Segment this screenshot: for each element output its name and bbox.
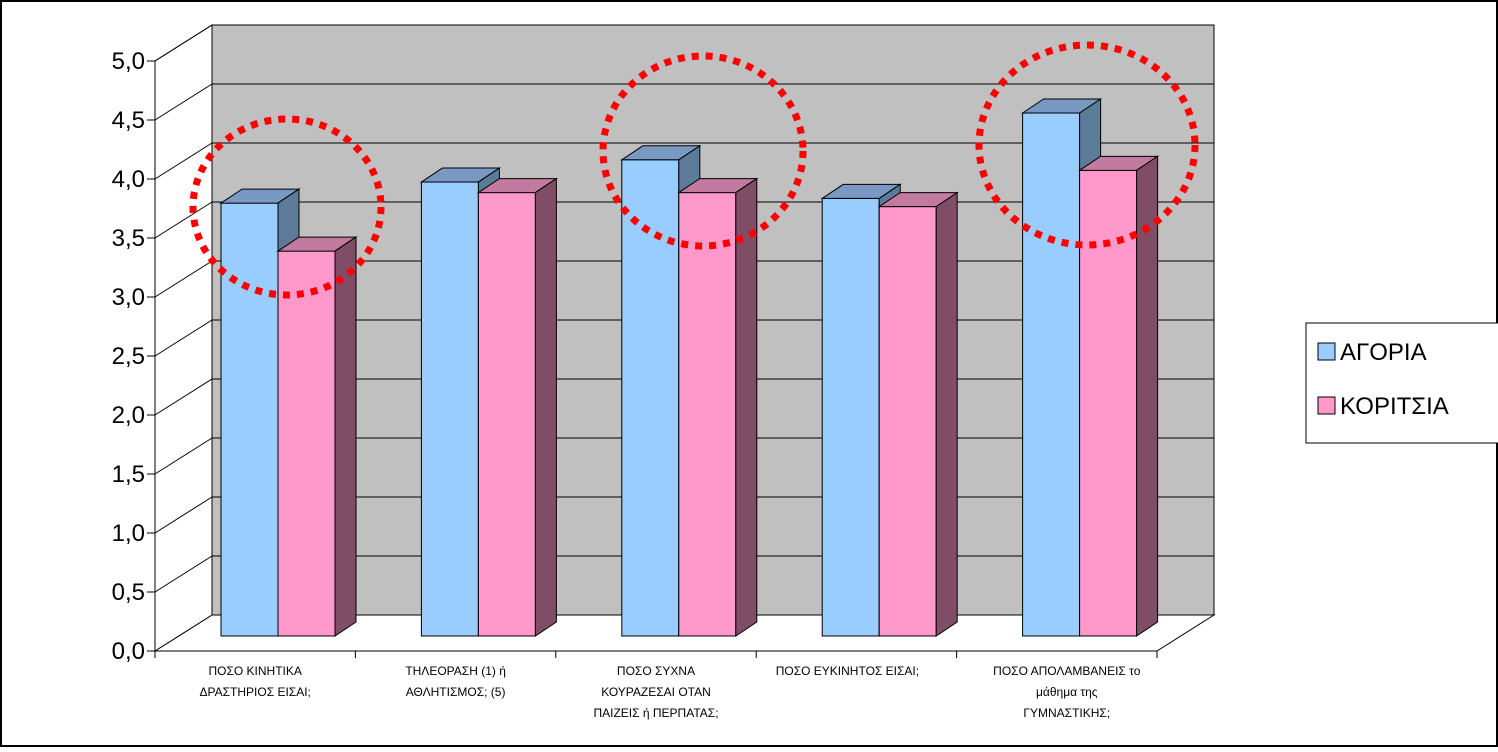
y-tick-label: 3,0 <box>112 284 145 311</box>
bar-side <box>334 236 357 637</box>
y-tick-label: 2,0 <box>112 402 145 429</box>
legend-swatch <box>1317 396 1336 415</box>
gridline-side <box>154 437 213 475</box>
y-tick-label: 4,5 <box>112 107 145 134</box>
gridline-side <box>154 83 213 121</box>
bar-front <box>420 181 479 637</box>
gridline-side <box>154 24 213 62</box>
highlight-circle <box>189 115 385 299</box>
x-category-label: ΔΡΑΣΤΗΡΙΟΣ ΕΙΣΑΙ; <box>199 685 310 699</box>
bar-ΚΟΡΙΤΣΙΑ-0 <box>276 236 358 637</box>
x-category-label: ΤΗΛΕΟΡΑΣΗ (1) ή <box>405 664 506 678</box>
legend-label: ΑΓΟΡΙΑ <box>1340 339 1427 366</box>
legend-box <box>1305 322 1498 444</box>
bar-front <box>1022 112 1081 637</box>
gridline-side <box>154 378 213 416</box>
bar-side <box>1136 155 1159 637</box>
x-category-label: ΠΟΣΟ ΕΥΚΙΝΗΤΟΣ ΕΙΣΑΙ; <box>776 664 919 678</box>
highlight-circle <box>599 52 807 250</box>
legend: ΑΓΟΡΙΑ ΚΟΡΙΤΣΙΑ <box>1305 322 1498 444</box>
bar-ΚΟΡΙΤΣΙΑ-3 <box>877 191 959 637</box>
gridline-side <box>154 260 213 298</box>
x-category-label: ΚΟΥΡΑΖΕΣΑΙ ΟΤΑΝ <box>601 685 711 699</box>
x-category-label: ΠΟΣΟ ΑΠΟΛΑΜΒΑΝΕΙΣ το <box>993 664 1141 678</box>
bar-ΚΟΡΙΤΣΙΑ-4 <box>1077 155 1160 637</box>
highlight-circle <box>975 41 1199 249</box>
bar-side <box>735 177 758 637</box>
y-tick-label: 1,5 <box>112 461 145 488</box>
gridline-side <box>154 319 213 357</box>
x-category-label: ΑΘΛΗΤΙΣΜΟΣ; (5) <box>406 685 506 699</box>
x-category-label: ΓΥΜΝΑΣΤΙΚΗΣ; <box>1023 706 1110 720</box>
bar-side <box>534 177 557 637</box>
y-tick-label: 0,5 <box>112 579 145 606</box>
x-category-label: ΠΟΣΟ ΣΥΧΝΑ <box>617 664 695 678</box>
bar-front <box>477 192 536 637</box>
x-category-label: ΠΑΙΖΕΙΣ ή ΠΕΡΠΑΤΑΣ; <box>593 706 718 720</box>
y-tick-label: 2,5 <box>112 343 145 370</box>
gridline-side <box>154 142 213 180</box>
y-tick-label: 4,0 <box>112 166 145 193</box>
gridline-side <box>154 555 213 593</box>
gridline-side <box>154 496 213 534</box>
legend-swatch <box>1317 342 1336 361</box>
x-category-label: ΠΟΣΟ ΚΙΝΗΤΙΚΑ <box>208 664 301 678</box>
bar-front <box>1079 169 1138 637</box>
bar-side <box>935 191 958 637</box>
bar-front <box>878 206 937 637</box>
x-category-label: μάθημα της <box>1036 685 1098 699</box>
bar-ΚΟΡΙΤΣΙΑ-2 <box>677 177 759 637</box>
bar-front <box>220 202 279 637</box>
gridline-side <box>154 201 213 239</box>
bar-ΚΟΡΙΤΣΙΑ-1 <box>476 177 559 637</box>
bar-front <box>621 159 680 637</box>
bar-front <box>821 197 880 637</box>
y-tick-label: 1,0 <box>112 520 145 547</box>
y-tick-label: 0,0 <box>112 638 145 665</box>
y-tick-label: 3,5 <box>112 225 145 252</box>
bar-front <box>678 192 737 637</box>
legend-label: ΚΟΡΙΤΣΙΑ <box>1340 393 1449 420</box>
y-tick-label: 5,0 <box>112 48 145 75</box>
bar-front <box>277 250 336 637</box>
